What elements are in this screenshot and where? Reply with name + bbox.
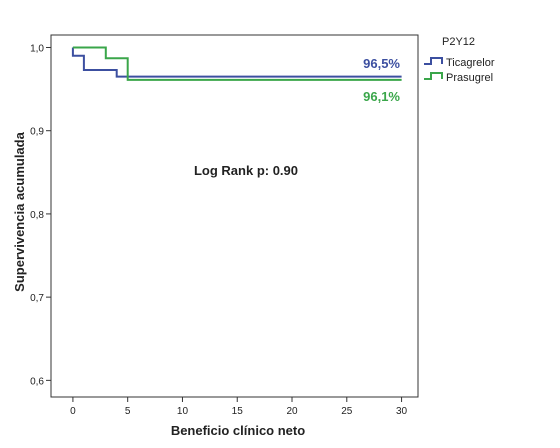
legend-label-prasugrel: Prasugrel xyxy=(446,72,493,84)
x-tick-label: 20 xyxy=(286,406,298,417)
end-label-prasugrel: 96,1% xyxy=(363,89,400,104)
legend-title: P2Y12 xyxy=(442,36,475,48)
series-layer xyxy=(71,46,402,81)
y-tick-label: 0,6 xyxy=(30,376,44,387)
x-tick-label: 30 xyxy=(396,406,408,417)
y-tick-label: 0,9 xyxy=(30,127,44,138)
x-tick-label: 15 xyxy=(232,406,244,417)
y-tick-label: 1,0 xyxy=(30,43,44,54)
y-tick-label: 0,8 xyxy=(30,210,44,221)
y-tick-label: 0,7 xyxy=(30,293,44,304)
series-line-ticagrelor xyxy=(71,47,402,78)
series-line-prasugrel xyxy=(72,46,402,81)
y-axis-label: Supervivencia acumulada xyxy=(12,131,27,291)
plot-frame xyxy=(50,34,419,398)
legend: P2Y12 Ticagrelor Prasugrel xyxy=(424,36,495,84)
x-tick-label: 5 xyxy=(125,406,131,417)
annotation-log-rank: Log Rank p: 0.90 xyxy=(194,163,298,178)
x-tick-label: 25 xyxy=(341,406,353,417)
x-tick-label: 0 xyxy=(70,406,76,417)
x-axis-label: Beneficio clínico neto xyxy=(171,423,305,438)
axes: 0 5 10 15 20 25 30 0,6 0,7 0,8 0,9 1,0 xyxy=(30,34,419,417)
legend-label-ticagrelor: Ticagrelor xyxy=(446,57,495,69)
legend-swatch-prasugrel xyxy=(424,72,443,80)
legend-swatch-ticagrelor xyxy=(424,57,443,65)
end-label-ticagrelor: 96,5% xyxy=(363,56,400,71)
x-tick-label: 10 xyxy=(177,406,189,417)
